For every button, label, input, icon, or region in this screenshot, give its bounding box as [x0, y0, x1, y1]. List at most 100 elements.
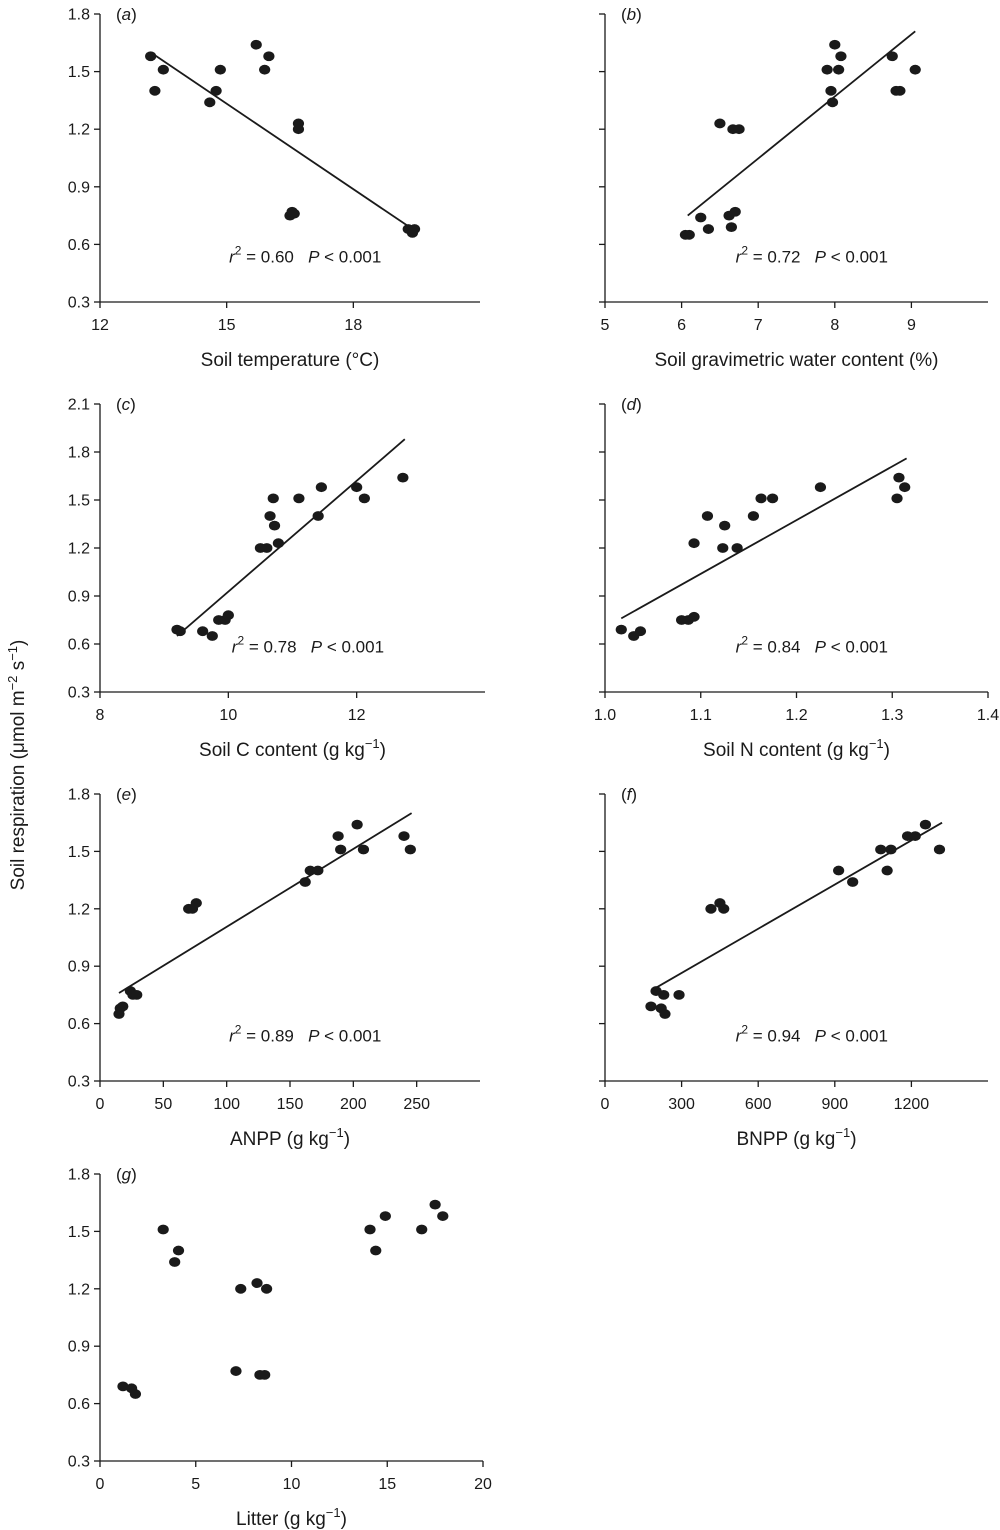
x-axis-title: Litter (g kg−1)	[236, 1505, 347, 1530]
y-tick-label: 0.6	[68, 237, 90, 254]
x-tick-label: 12	[91, 317, 109, 334]
panel-label: (g)	[116, 1165, 137, 1184]
data-point	[145, 51, 157, 62]
x-tick-label: 5	[191, 1476, 200, 1493]
y-tick-label: 1.8	[68, 7, 90, 24]
x-tick-label: 6	[677, 317, 686, 334]
x-tick-label: 9	[907, 317, 916, 334]
y-tick-label: 0.6	[68, 1396, 90, 1413]
data-point	[701, 511, 714, 521]
data-point	[335, 844, 347, 855]
y-tick-label: 0.3	[68, 1074, 90, 1091]
data-point	[645, 1001, 657, 1012]
data-point	[683, 229, 695, 240]
data-point	[129, 1389, 142, 1399]
data-point	[717, 543, 729, 553]
x-tick-label: 250	[403, 1096, 430, 1113]
y-tick-label: 1.5	[68, 1224, 90, 1241]
data-point	[312, 511, 324, 521]
data-point	[725, 222, 737, 233]
panel-label: (f)	[621, 785, 637, 804]
data-point	[210, 85, 222, 96]
y-tick-label: 0.9	[68, 589, 90, 606]
panel-label: (c)	[116, 395, 136, 414]
panel-a: 0.3 0.6 0.9 1.2 1.5 1.8 12 15 18 Soil temperature…	[68, 5, 480, 371]
data-point	[149, 85, 161, 96]
y-tick-label: 0.6	[68, 1016, 90, 1033]
data-point	[825, 85, 837, 96]
data-point	[214, 64, 226, 75]
panel-f: 0 300 600 900 1200 BNPP (g kg−1) (f) r2 = 0.94 …	[599, 785, 988, 1150]
data-point	[899, 482, 911, 493]
panel-b: 5 6 7 8 9 Soil gravimetric water content (%) (…	[599, 5, 988, 371]
regression-stat: r2 = 0.60 P < 0.001	[229, 243, 381, 266]
data-point	[250, 39, 262, 50]
x-axis-title: Soil N content (g kg−1)	[703, 736, 890, 761]
data-point	[230, 1366, 242, 1376]
data-point	[397, 472, 409, 483]
y-tick-label: 1.2	[68, 122, 90, 139]
regression-line	[176, 438, 406, 637]
data-point	[299, 877, 311, 887]
data-point	[747, 511, 760, 521]
data-point	[891, 493, 903, 504]
x-tick-label: 50	[154, 1096, 172, 1113]
data-point	[408, 224, 421, 234]
y-tick-label: 1.2	[68, 901, 90, 918]
data-point	[826, 97, 839, 108]
data-point	[169, 1257, 181, 1267]
data-point	[673, 990, 685, 1000]
data-point	[833, 865, 845, 876]
data-point	[268, 520, 281, 531]
panel-g: 0.3 0.6 0.9 1.2 1.5 1.8 0 5 10 15 20 Litter (g kg−1…	[68, 1165, 492, 1530]
data-point	[731, 543, 743, 553]
regression-line	[118, 812, 413, 994]
panel-label: (d)	[621, 395, 642, 414]
x-tick-label: 1.3	[881, 707, 903, 724]
regression-stat: r2 = 0.89 P < 0.001	[229, 1022, 381, 1045]
data-point	[437, 1211, 449, 1221]
data-point	[358, 493, 370, 504]
data-point	[264, 511, 276, 521]
data-point	[206, 631, 218, 641]
data-point	[429, 1199, 441, 1210]
y-tick-label: 1.8	[68, 445, 90, 462]
x-axis-title: Soil C content (g kg−1)	[199, 736, 386, 761]
data-point	[131, 990, 143, 1000]
regression-stat: r2 = 0.78 P < 0.001	[232, 633, 384, 656]
panel-e: 0.3 0.6 0.9 1.2 1.5 1.8 0 50 100 150 200 250 ANPP (g…	[68, 785, 480, 1150]
y-tick-label: 0.9	[68, 1339, 90, 1356]
x-tick-label: 300	[668, 1096, 695, 1113]
data-point	[172, 1245, 185, 1256]
data-point	[659, 1009, 671, 1019]
y-tick-label: 1.2	[68, 1281, 90, 1298]
data-point	[251, 1278, 263, 1288]
panel-label: (b)	[621, 5, 642, 24]
data-point	[416, 1224, 428, 1235]
x-tick-label: 1.2	[785, 707, 807, 724]
x-tick-label: 8	[96, 707, 105, 724]
x-tick-label: 0	[601, 1096, 610, 1113]
x-tick-label: 1200	[894, 1096, 930, 1113]
data-point	[351, 482, 363, 493]
data-point	[312, 865, 324, 876]
data-point	[332, 831, 344, 841]
data-point	[157, 64, 169, 75]
x-axis-title: ANPP (g kg−1)	[230, 1125, 350, 1150]
data-point	[634, 626, 647, 637]
data-point	[705, 903, 717, 914]
data-point	[315, 482, 327, 493]
data-point	[261, 543, 273, 553]
regression-line	[150, 51, 413, 230]
panel-label: (a)	[116, 5, 137, 24]
data-point	[901, 831, 914, 841]
x-tick-label: 1.1	[690, 707, 712, 724]
x-tick-label: 18	[344, 317, 362, 334]
data-point	[357, 844, 370, 855]
data-point	[695, 212, 707, 223]
x-axis-title: BNPP (g kg−1)	[736, 1125, 856, 1150]
x-tick-label: 1.0	[594, 707, 616, 724]
data-point	[909, 64, 921, 75]
data-point	[702, 224, 715, 234]
